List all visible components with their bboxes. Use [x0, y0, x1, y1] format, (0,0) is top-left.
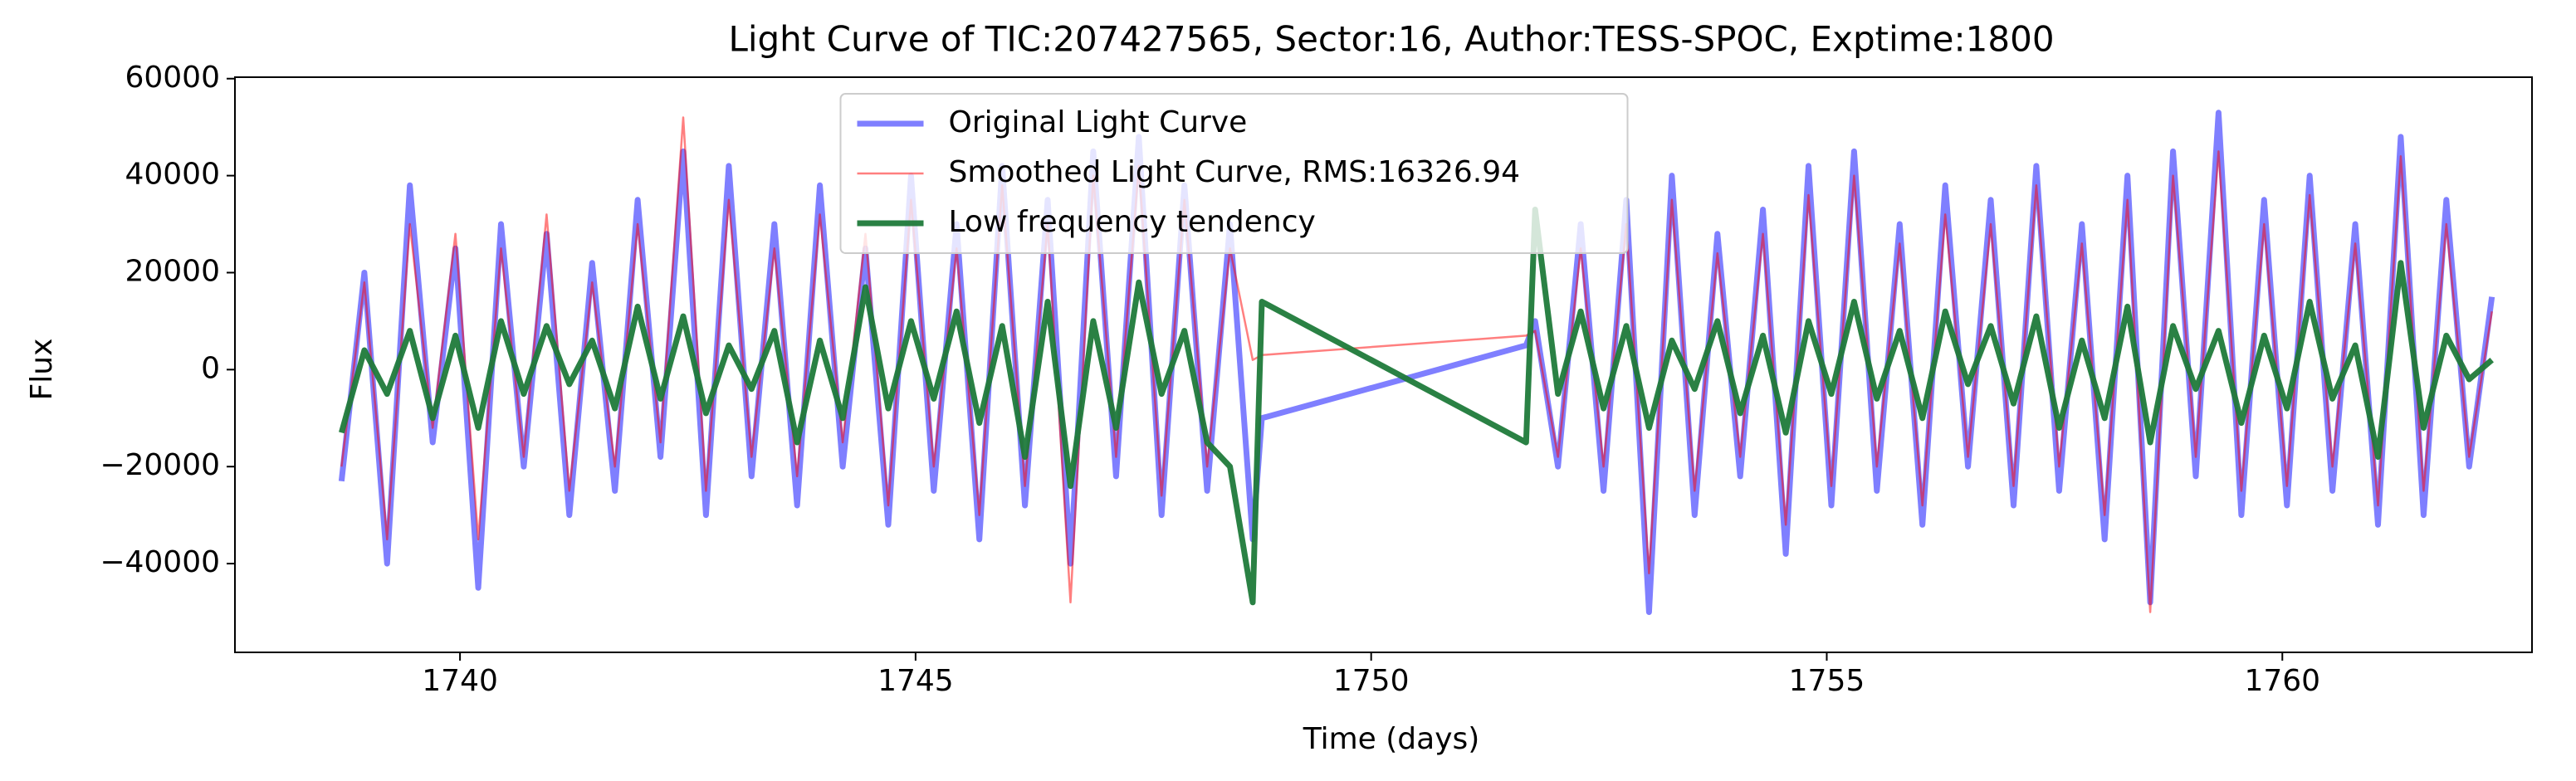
x-tick-label: 1745	[877, 664, 954, 698]
y-tick-label: −40000	[100, 545, 220, 579]
x-tick-label: 1755	[1789, 664, 1865, 698]
y-tick-label: −20000	[100, 448, 220, 482]
y-tick-label: 0	[201, 351, 220, 385]
legend-box	[839, 93, 1629, 254]
chart-title: Light Curve of TIC:207427565, Sector:16,…	[728, 19, 2054, 60]
plot-frame	[234, 76, 2533, 653]
y-tick-label: 60000	[125, 61, 220, 95]
legend-label: Low frequency tendency	[949, 205, 1316, 239]
x-axis-label: Time (days)	[1303, 722, 1480, 756]
series-line	[339, 207, 2494, 606]
y-tick-label: 20000	[125, 254, 220, 288]
x-tick-label: 1750	[1333, 664, 1410, 698]
x-tick-label: 1760	[2244, 664, 2320, 698]
x-tick-label: 1740	[422, 664, 498, 698]
legend-label: Original Light Curve	[949, 105, 1248, 139]
legend-label: Smoothed Light Curve, RMS:16326.94	[949, 155, 1521, 189]
y-tick-label: 40000	[125, 158, 220, 192]
y-axis-label: Flux	[25, 339, 59, 401]
